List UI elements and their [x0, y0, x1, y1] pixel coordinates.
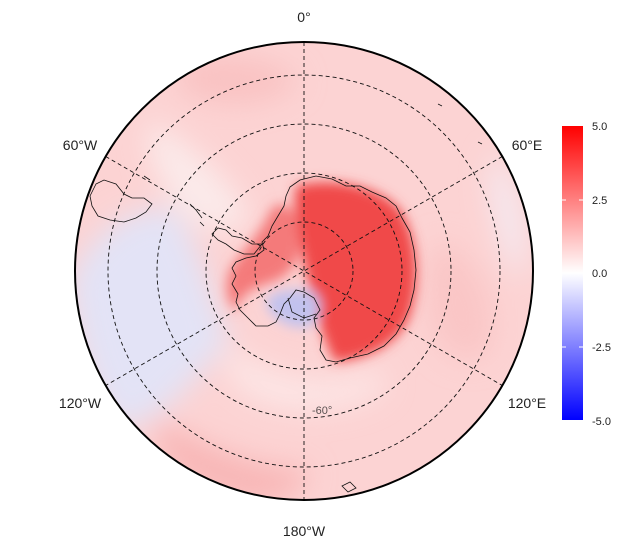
longitude-label-lower-right: 120°E [508, 395, 546, 411]
colorbar-tick-neg-5: -5.0 [592, 416, 611, 428]
field-region-east-pale [490, 150, 524, 280]
longitude-label-upper-right: 60°E [512, 137, 543, 153]
field-region-upper-warm [180, 56, 300, 104]
kerguelen-islands [437, 103, 483, 145]
colorbar-gradient [562, 126, 583, 420]
latitude-circle-4 [107, 74, 501, 468]
colorbar-ticks [562, 199, 583, 348]
meridian-60w-120e [105, 156, 503, 386]
anomaly-field [75, 42, 533, 500]
latitude-circle-3 [156, 123, 452, 419]
longitude-label-bottom: 180°W [283, 523, 326, 539]
macquarie-island [341, 481, 357, 493]
longitude-label-upper-left: 60°W [63, 137, 98, 153]
south-america-tip [89, 179, 153, 223]
field-region-weddell-pale [147, 120, 250, 231]
colorbar-tick-0: 0.0 [592, 268, 607, 280]
latitude-circle-2 [205, 172, 403, 370]
colorbar: 5.0 2.5 0.0 -2.5 -5.0 [562, 121, 611, 428]
meridian-60e-120w [105, 156, 503, 386]
longitude-label-lower-left: 120°W [59, 395, 102, 411]
sandwich-islands [143, 175, 151, 181]
latitude-label-faint: -60° [312, 405, 332, 417]
map-boundary [74, 41, 534, 501]
longitude-label-top: 0° [297, 9, 310, 25]
field-region-west-antarctica [226, 204, 300, 312]
field-region-ocean-ring-pale [226, 345, 386, 410]
colorbar-tick-neg-2-5: -2.5 [592, 342, 611, 354]
latitude-circle-1 [254, 221, 354, 321]
field-region-pacific-negative [75, 208, 230, 430]
field-region-east-warm [427, 240, 493, 360]
graticule [105, 42, 503, 500]
ross-sea-inlet [287, 297, 317, 319]
colorbar-tick-5: 5.0 [592, 121, 607, 133]
colorbar-tick-2-5: 2.5 [592, 195, 607, 207]
coastlines [89, 103, 483, 493]
antarctica-coastline [231, 175, 417, 363]
field-region-ross-negative [266, 289, 321, 328]
antarctic-peninsula-coastline [211, 227, 263, 255]
